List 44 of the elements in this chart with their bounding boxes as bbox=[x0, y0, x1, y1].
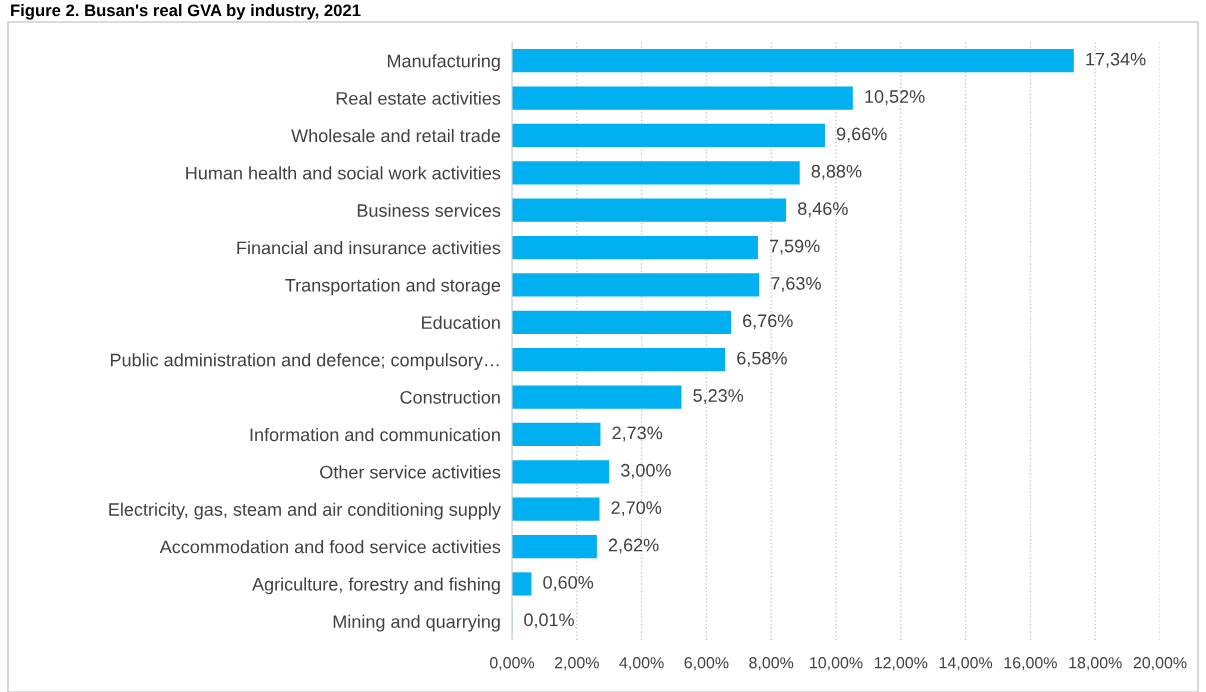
x-tick-label: 18,00% bbox=[1069, 657, 1122, 671]
y-tick-label: Agriculture, forestry and fishing bbox=[252, 577, 500, 595]
x-tick-label: 0,00% bbox=[489, 657, 535, 671]
data-label: 8,46% bbox=[798, 202, 848, 218]
y-tick-label: Construction bbox=[400, 390, 500, 404]
y-tick-label: Wholesale and retail trade bbox=[291, 128, 501, 143]
data-label: 3,00% bbox=[621, 463, 671, 479]
data-label: 17,34% bbox=[1086, 52, 1146, 68]
y-tick-label: Manufacturing bbox=[387, 54, 500, 71]
data-label: 2,70% bbox=[611, 501, 662, 517]
text: Figure 2. Busan's real GVA by industry, 2021 bbox=[11, 4, 361, 20]
data-label: 2,62% bbox=[608, 538, 659, 554]
data-label: 6,76% bbox=[743, 314, 793, 330]
x-tick-label: 12,00% bbox=[874, 657, 928, 671]
y-tick-label: Information and communication bbox=[250, 427, 500, 442]
y-tick-label: Real estate activities bbox=[336, 91, 501, 105]
x-tick-label: 14,00% bbox=[939, 657, 993, 671]
y-tick-label: Financial and insurance activities bbox=[237, 241, 501, 255]
y-tick-label: Public administration and defence; compulsory… bbox=[110, 353, 499, 370]
data-label: 7,63% bbox=[771, 277, 821, 292]
y-tick-label: Mining and quarrying bbox=[333, 614, 500, 632]
data-label: 6,58% bbox=[737, 351, 787, 367]
data-label: 10,52% bbox=[865, 90, 925, 106]
data-label: 9,66% bbox=[836, 127, 887, 143]
data-label: 5,23% bbox=[693, 389, 744, 405]
data-label: 0,01% bbox=[524, 613, 574, 629]
y-tick-label: Business services bbox=[357, 203, 501, 217]
y-tick-label: Other service activities bbox=[320, 465, 501, 479]
data-label: 0,60% bbox=[543, 576, 594, 591]
y-tick-label: Electricity, gas, steam and air conditioning supply bbox=[109, 502, 501, 520]
data-label: 8,88% bbox=[811, 164, 862, 180]
data-label: 7,59% bbox=[769, 239, 820, 255]
y-tick-label: Accommodation and food service activities bbox=[159, 540, 501, 554]
x-tick-label: 4,00% bbox=[619, 657, 664, 671]
x-tick-label: 20,00% bbox=[1133, 657, 1187, 671]
x-tick-label: 16,00% bbox=[1004, 657, 1057, 671]
y-tick-label: Transportation and storage bbox=[285, 278, 501, 296]
x-tick-label: 10,00% bbox=[810, 657, 863, 671]
x-tick-label: 6,00% bbox=[684, 657, 729, 671]
y-tick-label: Human health and social work activities bbox=[186, 166, 501, 180]
x-tick-label: 2,00% bbox=[554, 657, 599, 671]
y-tick-label: Education bbox=[422, 315, 500, 330]
data-label: 2,73% bbox=[612, 426, 663, 442]
x-tick-label: 8,00% bbox=[749, 657, 794, 671]
